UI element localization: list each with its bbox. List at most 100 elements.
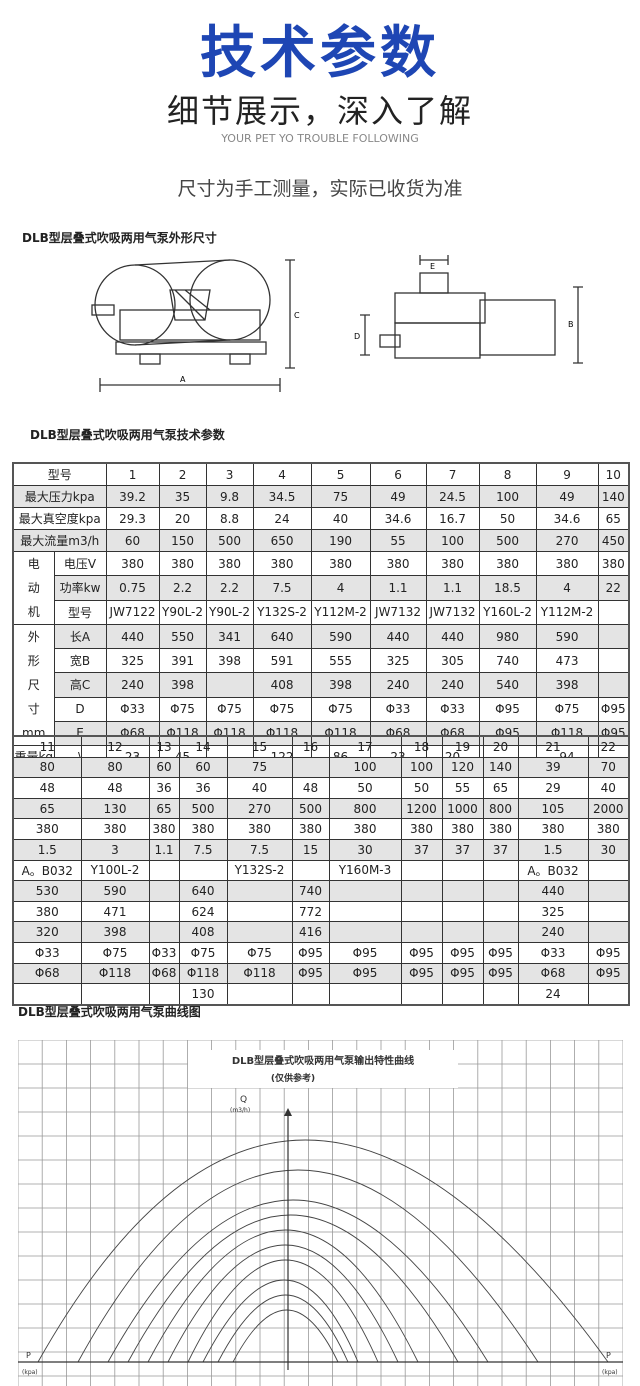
table-cell: 980 [478, 623, 537, 650]
table-cell: 398 [535, 672, 599, 698]
table-cell: 65 [148, 797, 180, 820]
x-axis-label-left: P [26, 1351, 31, 1360]
table-cell: 39 [517, 756, 589, 779]
table-cell: 24 [517, 983, 589, 1006]
table-cell [597, 672, 630, 698]
curve-chart-title: DLB型层叠式吹吸两用气泵输出特性曲线 [232, 1054, 414, 1067]
table-cell: 50 [478, 507, 537, 530]
characteristic-curve [127, 1214, 459, 1363]
table-cell: 20 [158, 507, 207, 530]
table-cell: 473 [535, 648, 599, 674]
table-cell: Y132S-2 [226, 859, 293, 882]
table-cell: 30 [587, 838, 630, 861]
table-cell: 13 [148, 735, 180, 758]
table-cell [482, 921, 519, 943]
table-cell [328, 900, 402, 923]
table-cell: Φ95 [478, 696, 537, 722]
group-label: 电动机 [12, 551, 55, 625]
table-cell: 10 [597, 462, 630, 486]
table-cell: 380 [517, 818, 589, 840]
table-cell: 80 [12, 756, 82, 779]
table-cell: 380 [12, 900, 82, 923]
table-row: 48 48 36 36 40 48 50 50 55 65 29 40 [12, 777, 630, 799]
table-cell: 7.5 [178, 838, 228, 861]
table-cell: Φ95 [597, 696, 630, 722]
table-cell: 34.5 [252, 485, 312, 508]
table-cell: 37 [482, 838, 519, 861]
table-cell: 408 [252, 672, 312, 698]
table-cell: 18.5 [478, 575, 537, 601]
table-cell: 650 [252, 529, 312, 552]
english-tagline: YOUR PET YO TROUBLE FOLLOWING [221, 132, 419, 145]
table-cell [587, 859, 630, 882]
table-cell: Φ75 [178, 941, 228, 964]
table-cell: 22 [587, 735, 630, 758]
table-cell: 6 [369, 462, 427, 486]
table-cell [148, 983, 180, 1006]
table-cell: 40 [226, 777, 293, 799]
table-cell [482, 900, 519, 923]
label-e: E [430, 262, 435, 271]
table-cell [328, 921, 402, 943]
table-cell: 75 [310, 485, 371, 508]
table-cell [441, 900, 484, 923]
row-sublabel: D [53, 696, 107, 722]
table-cell: 380 [158, 550, 207, 577]
table-row: 80 80 60 60 75 100 100 120 140 39 70 [12, 756, 630, 779]
table-cell: Y90L-2 [158, 599, 207, 626]
table-cell [587, 880, 630, 902]
table-cell: 4 [252, 462, 312, 486]
table-cell: 7.5 [252, 575, 312, 601]
table-cell [178, 859, 228, 882]
table-cell: 1.5 [517, 838, 589, 861]
characteristic-curve [232, 1309, 339, 1363]
table-cell: 380 [80, 818, 150, 840]
measurement-note: 尺寸为手工测量，实际已收货为准 [177, 178, 463, 200]
table-cell: 2000 [587, 797, 630, 820]
table-cell: 70 [587, 756, 630, 779]
table-cell: 49 [369, 485, 427, 508]
table-row: 高C 240 398 408 398 240 240 540 398 [13, 672, 630, 698]
table-cell: 270 [535, 529, 599, 552]
table-cell [587, 983, 630, 1006]
table-cell: 16.7 [425, 507, 480, 530]
table-cell: Φ75 [310, 696, 371, 722]
table-cell [328, 983, 402, 1006]
table-cell: 18 [400, 735, 443, 758]
table-cell: 140 [482, 756, 519, 779]
table-cell: A。B032 [517, 859, 589, 882]
table-cell: 100 [425, 529, 480, 552]
table-cell: 7.5 [226, 838, 293, 861]
table-cell [291, 756, 330, 779]
y-axis-label: Q [240, 1095, 247, 1105]
row-label: 最大流量m3/h [12, 529, 107, 552]
table-cell: 1.1 [148, 838, 180, 861]
table-cell: Φ95 [441, 941, 484, 964]
label-d: D [354, 332, 360, 341]
table-cell: 130 [80, 797, 150, 820]
table-row: D Φ33 Φ75 Φ75 Φ75 Φ75 Φ33 Φ33 Φ95 Φ75 Φ95 [13, 696, 630, 722]
table-cell: 140 [597, 485, 630, 508]
table-cell: 55 [441, 777, 484, 799]
table-cell: Φ33 [105, 696, 160, 722]
table-cell: JW7122 [105, 599, 160, 626]
table-cell: 320 [12, 921, 82, 943]
table-cell [148, 880, 180, 902]
table-cell: 590 [80, 880, 150, 902]
table-cell: 2.2 [158, 575, 207, 601]
table-row: 1.5 3 1.1 7.5 7.5 15 30 37 37 37 1.5 30 [12, 838, 630, 861]
table-cell: 80 [80, 756, 150, 779]
label-a: A [180, 375, 186, 384]
table-cell: 15 [226, 735, 293, 758]
table-cell: Φ33 [517, 941, 589, 964]
table-cell: 380 [178, 818, 228, 840]
table-cell: 800 [482, 797, 519, 820]
table-cell [400, 900, 443, 923]
table-cell: 380 [291, 818, 330, 840]
table-row: 最大流量m3/h 60 150 500 650 190 55 100 500 270 450 [12, 529, 630, 552]
table-cell: 240 [425, 672, 480, 698]
table-cell [80, 983, 150, 1006]
table-cell: 341 [205, 623, 254, 650]
table-cell: Φ75 [252, 696, 312, 722]
table-cell: 120 [441, 756, 484, 779]
